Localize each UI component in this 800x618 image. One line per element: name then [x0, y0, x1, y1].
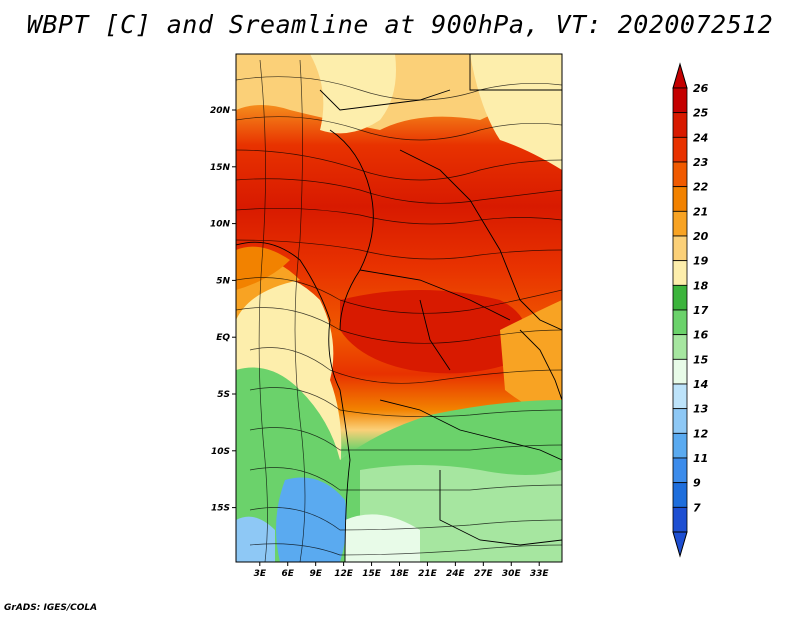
colorbar-swatch: [672, 309, 688, 336]
lat-tick-label: 15N: [210, 163, 231, 173]
colorbar-level-label: 25: [693, 107, 709, 120]
lon-tick-label: 30E: [502, 569, 522, 579]
colorbar-level-label: 17: [693, 304, 709, 317]
colorbar-bottom-arrow: [672, 531, 688, 558]
colorbar-level-label: 20: [693, 230, 709, 243]
colorbar-level-label: 15: [693, 353, 709, 366]
streamlines: [236, 59, 562, 562]
longitude-axis: 3E 6E 9E 12E 15E 18E 21E 24E 27E 30E 33E: [254, 562, 550, 579]
colorbar-swatch: [672, 482, 688, 508]
lon-tick-label: 12E: [334, 569, 354, 579]
colorbar-swatch: [672, 112, 688, 138]
colorbar-swatch: [672, 186, 688, 212]
lon-tick-label: 6E: [282, 569, 295, 579]
cold-tongue-light: [236, 516, 275, 562]
lat-tick-label: 5S: [217, 390, 230, 400]
lon-tick-label: 24E: [446, 569, 466, 579]
colorbar-level-label: 14: [693, 378, 708, 391]
map-title: WBPT [C] and Sreamline at 900hPa, VT: 20…: [26, 10, 774, 39]
northeast-warm-zone: [470, 54, 562, 170]
lon-tick-label: 33E: [530, 569, 550, 579]
northern-cool-pocket: [310, 54, 396, 134]
colorbar-level-label: 24: [693, 131, 708, 144]
colorbar-swatch: [672, 260, 688, 286]
lat-tick-label: 5N: [216, 276, 230, 286]
lon-tick-label: 15E: [362, 569, 382, 579]
lon-tick-label: 27E: [474, 569, 494, 579]
lon-tick-label: 18E: [390, 569, 410, 579]
colorbar-swatch: [672, 432, 688, 459]
lat-tick-label: 15S: [211, 504, 230, 514]
colorbar-level-label: 23: [693, 156, 709, 169]
colorbar-swatch: [672, 408, 688, 434]
colorbar-level-label: 19: [693, 255, 709, 268]
colorbar-level-label: 26: [693, 82, 709, 95]
colorbar-swatch: [672, 87, 688, 114]
colorbar-swatch: [672, 235, 688, 262]
colorbar-swatch: [672, 506, 688, 533]
colorbar-swatch: [672, 210, 688, 237]
colorbar-level-label: 18: [693, 279, 709, 292]
colorbar-swatch: [672, 136, 688, 163]
colorbar-level-label: 13: [693, 403, 709, 416]
latitude-axis: 20N 15N 10N 5N EQ 5S 10S 15S: [210, 106, 236, 514]
lon-tick-label: 21E: [418, 569, 438, 579]
colorbar-level-label: 21: [693, 205, 708, 218]
lat-tick-label: 20N: [210, 106, 231, 116]
colorbar-level-label: 16: [693, 329, 709, 342]
colorbar-level-label: 9: [693, 477, 701, 490]
colorbar-level-label: 12: [693, 427, 709, 440]
colorbar-swatch: [672, 161, 688, 188]
map-area: [236, 54, 562, 562]
colorbar-top-arrow: [672, 62, 688, 89]
southwest-pale-zone: [345, 514, 420, 562]
colorbar-swatch: [672, 383, 688, 410]
colorbar: 26 25 24 23 22 21 20 19 18 17 16 15 14 13 12 11 9 7: [672, 62, 709, 558]
country-borders: [236, 54, 562, 562]
benguela-cold-zone: [276, 477, 347, 562]
colorbar-swatch: [672, 284, 688, 311]
software-credit: GrADS: IGES/COLA: [4, 603, 98, 613]
lat-tick-label: EQ: [216, 333, 230, 343]
gulf-of-guinea-warm: [236, 246, 290, 290]
colorbar-level-label: 11: [693, 452, 708, 465]
colorbar-swatch: [672, 358, 688, 385]
lat-tick-label: 10S: [211, 447, 230, 457]
colorbar-level-label: 22: [693, 181, 709, 194]
colorbar-swatch: [672, 457, 688, 484]
lon-tick-label: 3E: [254, 569, 267, 579]
lat-tick-label: 10N: [210, 220, 231, 230]
colorbar-level-label: 7: [693, 501, 701, 514]
colorbar-swatch: [672, 334, 688, 360]
lon-tick-label: 9E: [309, 569, 322, 579]
